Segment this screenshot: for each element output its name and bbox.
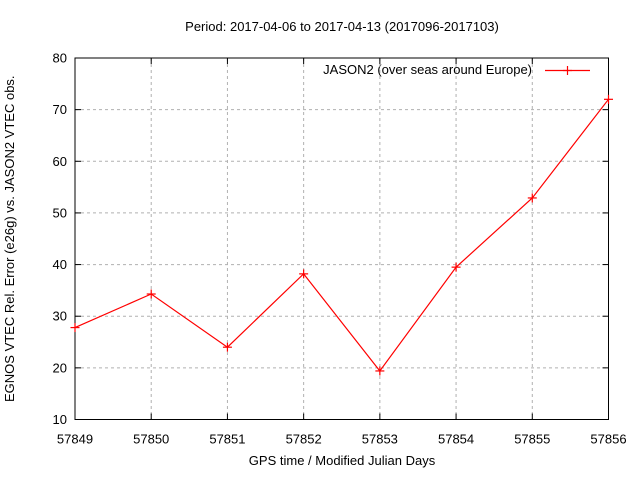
chart-title: Period: 2017-04-06 to 2017-04-13 (201709… (185, 19, 499, 34)
series-line (74, 98, 609, 372)
x-tick-label: 57852 (286, 432, 322, 447)
x-tick-label: 57854 (438, 432, 474, 447)
y-tick-label: 40 (53, 257, 67, 272)
x-axis-label: GPS time / Modified Julian Days (248, 453, 436, 468)
x-tick-label: 57850 (133, 432, 169, 447)
y-tick-label: 10 (53, 412, 67, 427)
y-tick-label: 70 (53, 102, 67, 117)
y-tick-label: 30 (53, 309, 67, 324)
plot-border (74, 57, 609, 420)
y-tick-label: 50 (53, 205, 67, 220)
x-tick-label: 57851 (209, 432, 245, 447)
legend-label: JASON2 (over seas around Europe) (323, 62, 532, 77)
x-tick-label: 57849 (57, 432, 93, 447)
x-tick-label: 57853 (362, 432, 398, 447)
x-tick-label: 57856 (590, 432, 626, 447)
y-tick-label: 80 (53, 51, 67, 66)
y-tick-label: 60 (53, 154, 67, 169)
x-tick-label: 57855 (514, 432, 550, 447)
y-tick-label: 20 (53, 360, 67, 375)
